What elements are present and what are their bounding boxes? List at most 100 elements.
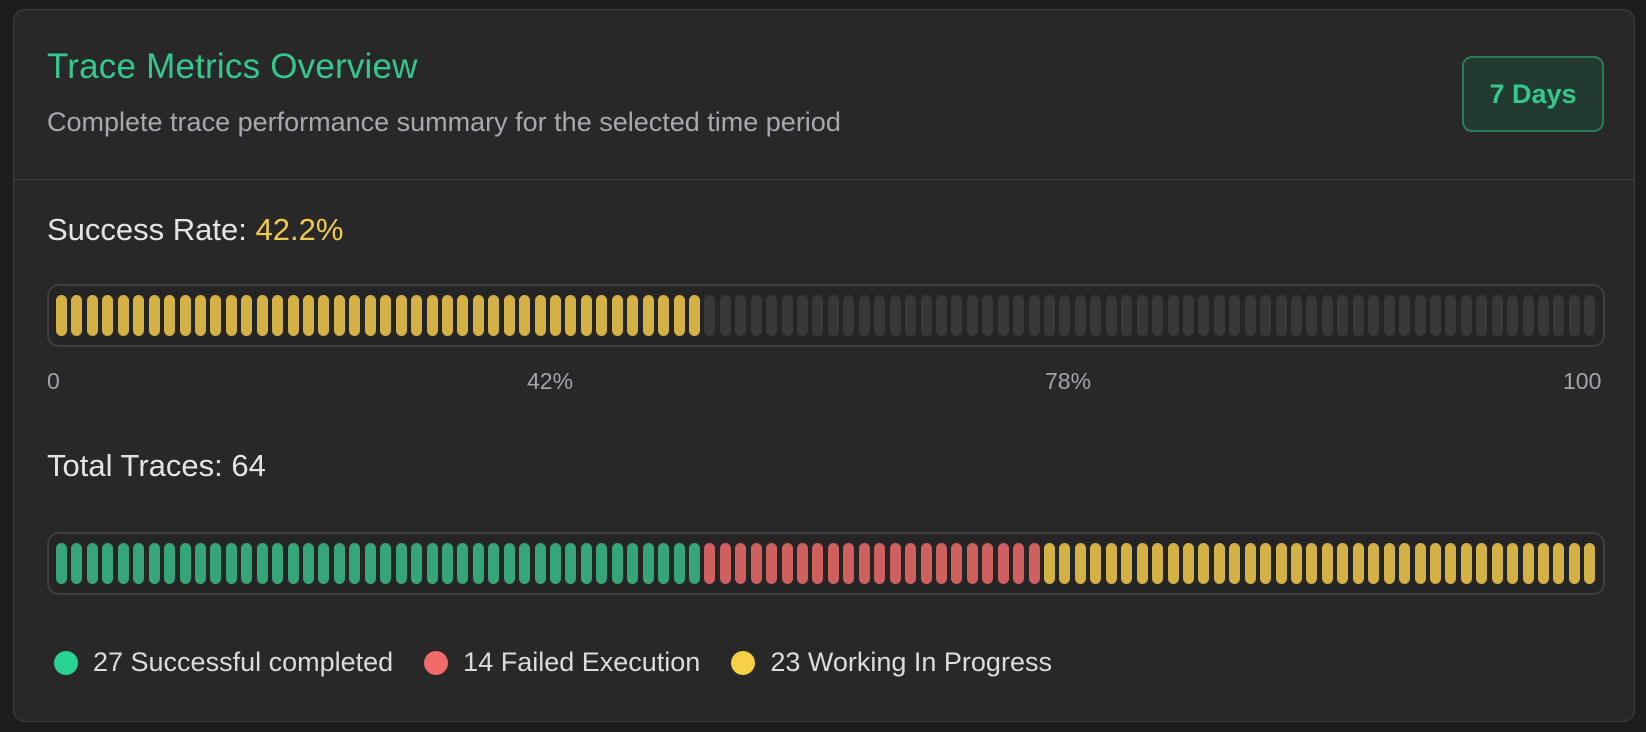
success-rate-segment-empty [1522, 295, 1534, 336]
success-rate-segment-empty [1013, 295, 1025, 336]
success-rate-segment-empty [1244, 295, 1256, 336]
success-rate-segment-filled [565, 295, 577, 336]
success-dot-icon [54, 650, 78, 675]
total-traces-segment-green [441, 543, 453, 584]
total-traces-segment-green [148, 543, 160, 584]
success-rate-value: 42.2% [255, 212, 344, 247]
total-traces-segment-yellow [1291, 543, 1302, 584]
total-traces-segment-green [658, 543, 670, 584]
total-traces-segment-red [889, 543, 901, 584]
total-traces-segment-red [766, 543, 778, 584]
success-rate-segment-empty [1291, 295, 1302, 336]
success-rate-segment-filled [148, 295, 160, 336]
total-traces-segment-red [951, 543, 963, 584]
total-traces-segment-green [86, 543, 98, 584]
success-rate-segment-empty [1538, 295, 1549, 336]
success-rate-segment-empty [812, 295, 824, 336]
total-traces-segment-yellow [1059, 543, 1071, 584]
success-rate-segment-filled [164, 295, 176, 336]
tick-label-0: 0 [47, 368, 60, 394]
success-rate-segment-empty [889, 295, 901, 336]
success-rate-segment-filled [86, 295, 98, 336]
success-rate-segment-empty [997, 295, 1009, 336]
success-rate-segment-empty [1213, 295, 1225, 336]
total-traces-segment-green [349, 543, 361, 584]
total-traces-segment-green [395, 543, 407, 584]
total-traces-segment-yellow [1182, 543, 1194, 584]
total-traces-segment-green [164, 543, 176, 584]
total-traces-segment-yellow [1152, 543, 1164, 584]
total-traces-segment-red [1013, 543, 1025, 584]
total-traces-segment-red [827, 543, 839, 584]
total-traces-segment-green [71, 543, 83, 584]
success-rate-segment-empty [750, 295, 762, 336]
total-traces-segment-green [688, 543, 700, 584]
total-traces-segment-green [472, 543, 484, 584]
total-traces-segment-yellow [1306, 543, 1318, 584]
success-rate-segment-filled [441, 295, 453, 336]
success-rate-segment-empty [797, 295, 808, 336]
total-traces-segment-yellow [1198, 543, 1210, 584]
total-traces-segment-yellow [1429, 543, 1441, 584]
success-rate-segment-empty [1229, 295, 1241, 336]
total-traces-segment-green [550, 543, 561, 584]
success-rate-segment-filled [241, 295, 253, 336]
total-traces-segment-green [534, 543, 546, 584]
success-rate-segment-empty [1167, 295, 1179, 336]
success-rate-segment-filled [133, 295, 145, 336]
total-traces-segment-yellow [1368, 543, 1380, 584]
success-rate-segment-empty [1198, 295, 1210, 336]
success-rate-segment-empty [1044, 295, 1055, 336]
success-rate-segment-filled [658, 295, 670, 336]
total-traces-segment-green [627, 543, 639, 584]
success-rate-segment-filled [380, 295, 392, 336]
total-traces-segment-green [426, 543, 438, 584]
success-rate-segment-filled [395, 295, 407, 336]
total-traces-segment-yellow [1121, 543, 1133, 584]
total-traces-segment-yellow [1229, 543, 1241, 584]
success-rate-segment-empty [1152, 295, 1164, 336]
success-rate-segment-filled [179, 295, 191, 336]
success-rate-segment-filled [642, 295, 654, 336]
total-traces-segment-green [318, 543, 330, 584]
tick-label-100: 100 [1563, 368, 1602, 394]
total-traces-segment-yellow [1136, 543, 1148, 584]
success-rate-segment-empty [1584, 295, 1596, 336]
total-traces-segment-green [411, 543, 423, 584]
success-rate-segment-filled [210, 295, 222, 336]
success-rate-segment-empty [951, 295, 963, 336]
total-traces-segment-green [488, 543, 500, 584]
total-traces-segment-yellow [1553, 543, 1565, 584]
total-traces-segment-green [287, 543, 299, 584]
total-traces-segment-green [102, 543, 114, 584]
total-traces-segment-yellow [1491, 543, 1503, 584]
total-traces-segment-green [596, 543, 608, 584]
legend-item-failed: 14 Failed Execution [424, 647, 700, 678]
legend-label-failed: 14 Failed Execution [463, 647, 701, 677]
total-traces-segment-green [256, 543, 268, 584]
success-rate-segment-filled [457, 295, 469, 336]
total-traces-segment-yellow [1460, 543, 1472, 584]
total-traces-segment-red [781, 543, 793, 584]
success-rate-segment-empty [1028, 295, 1040, 336]
success-rate-segment-filled [303, 295, 314, 336]
total-traces-segment-green [225, 543, 237, 584]
tick-label-42: 42% [527, 368, 574, 394]
success-rate-segment-filled [56, 295, 67, 336]
total-traces-segment-green [364, 543, 376, 584]
total-traces-segment-green [457, 543, 469, 584]
total-traces-segment-green [194, 543, 206, 584]
success-rate-segment-empty [735, 295, 747, 336]
success-rate-segment-filled [426, 295, 438, 336]
total-traces-segment-green [380, 543, 392, 584]
total-traces-segment-red [735, 543, 747, 584]
total-traces-segment-green [210, 543, 222, 584]
total-traces-segment-green [580, 543, 592, 584]
total-traces-segment-red [874, 543, 886, 584]
success-rate-segment-empty [920, 295, 932, 336]
time-period-button[interactable]: 7 Days [1462, 56, 1604, 132]
success-rate-segment-filled [318, 295, 330, 336]
success-rate-segment-filled [673, 295, 685, 336]
total-traces-segment-red [750, 543, 762, 584]
total-traces-bar [47, 532, 1605, 595]
